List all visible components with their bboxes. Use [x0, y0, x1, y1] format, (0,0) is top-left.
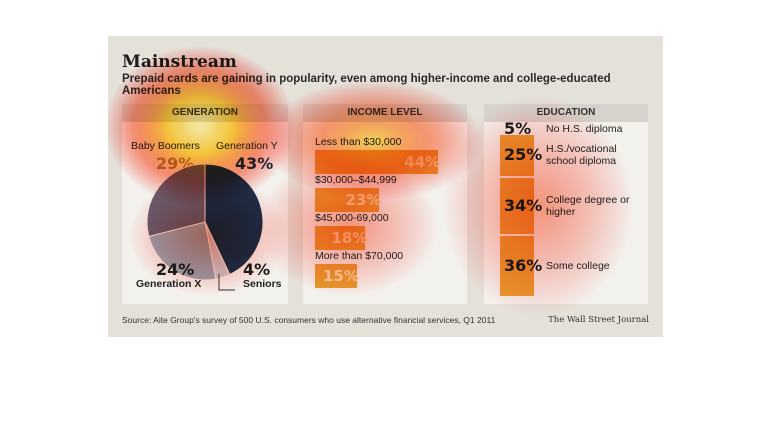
education-category-label: No H.S. diploma — [546, 123, 623, 136]
credit-note: The Wall Street Journal — [548, 315, 649, 325]
education-value: 36% — [504, 256, 543, 276]
income-bar-value: 23% — [345, 191, 382, 209]
chart-subtitle: Prepaid cards are gaining in popularity,… — [122, 73, 611, 97]
generation-panel: GENERATION Baby Boomers 29% Generation Y… — [122, 104, 288, 304]
genx-label: Generation X — [136, 278, 202, 290]
income-bar-value: 18% — [331, 229, 368, 247]
source-note: Source: Aite Group's survey of 500 U.S. … — [122, 315, 496, 325]
income-panel: INCOME LEVEL Less than $30,000 44% $30,000… — [303, 104, 467, 304]
education-category-label: College degree or higher — [546, 193, 630, 218]
seniors-label: Seniors — [243, 278, 282, 290]
education-value: 25% — [504, 145, 543, 165]
income-bar-value: 44% — [404, 153, 441, 171]
income-category-label: $45,000-69,000 — [315, 212, 389, 224]
education-category-label: Some college — [546, 260, 610, 273]
chart-title: Mainstream — [122, 52, 237, 72]
income-category-label: Less than $30,000 — [315, 136, 402, 148]
education-category-label: H.S./vocational school diploma — [546, 143, 617, 168]
education-panel: EDUCATION 5% No H.S. diploma 25% H.S./vocat… — [484, 104, 648, 304]
income-bar-value: 15% — [323, 267, 359, 285]
seniors-value: 4% — [243, 260, 271, 279]
genx-value: 24% — [156, 260, 195, 279]
chart-figure: Mainstream Prepaid cards are gaining in … — [108, 36, 663, 337]
income-header: INCOME LEVEL — [303, 104, 467, 122]
income-category-label: $30,000–$44,999 — [315, 174, 397, 186]
education-value: 34% — [504, 195, 543, 215]
income-category-label: More than $70,000 — [315, 250, 404, 262]
